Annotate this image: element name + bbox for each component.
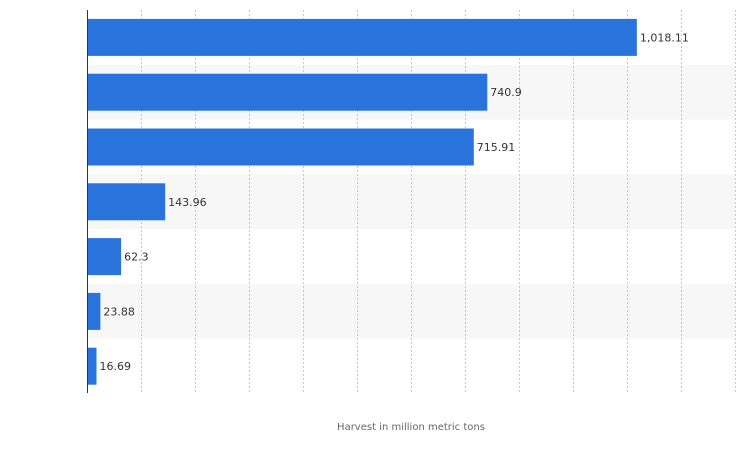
data-label: 62.3 bbox=[124, 251, 149, 264]
data-label: 740.9 bbox=[490, 86, 522, 99]
bar[interactable] bbox=[87, 18, 637, 56]
data-label: 143.96 bbox=[168, 196, 207, 209]
bar[interactable] bbox=[87, 238, 122, 276]
data-labels: 1,018.11 740.9 715.91 143.96 62.3 23.88 16.69 bbox=[100, 31, 689, 373]
data-label: 16.69 bbox=[100, 360, 132, 373]
bar[interactable] bbox=[87, 183, 166, 221]
bar[interactable] bbox=[87, 73, 488, 111]
x-axis-label: Harvest in million metric tons bbox=[337, 422, 485, 433]
data-label: 23.88 bbox=[103, 305, 135, 318]
data-label: 715.91 bbox=[477, 141, 516, 154]
bar[interactable] bbox=[87, 347, 97, 385]
data-label: 1,018.11 bbox=[640, 31, 689, 44]
bars bbox=[87, 18, 637, 385]
bar[interactable] bbox=[87, 292, 101, 330]
bar[interactable] bbox=[87, 128, 474, 166]
